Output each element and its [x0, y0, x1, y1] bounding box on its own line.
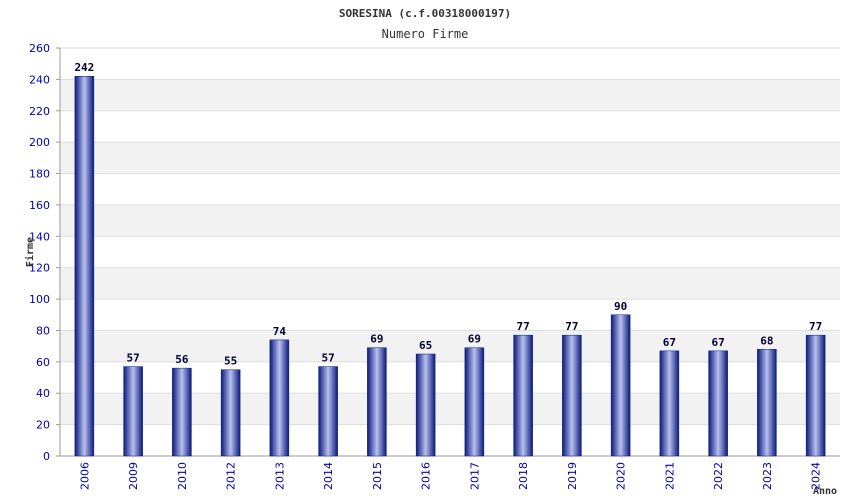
bars [74, 75, 826, 457]
x-tick-label: 2023 [761, 462, 774, 490]
x-tick-label: 2021 [663, 462, 676, 490]
grid-band [60, 79, 840, 111]
value-label: 69 [468, 333, 481, 346]
bar [220, 369, 241, 457]
x-axis-ticks: 2006 2009 2010 2012 2013 2014 2015 2016 2017 2018… [78, 462, 822, 490]
grid-band [60, 142, 840, 174]
bar [805, 334, 826, 457]
bar [659, 350, 680, 457]
y-tick-label: 0 [43, 450, 50, 463]
value-label: 65 [419, 339, 432, 352]
bar [74, 75, 95, 457]
value-label: 68 [760, 334, 773, 347]
x-tick-label: 2016 [420, 462, 433, 490]
value-label: 56 [175, 353, 189, 366]
value-label: 57 [127, 352, 140, 365]
y-tick-label: 40 [36, 387, 50, 400]
bar [708, 350, 728, 457]
y-tick-label: 100 [29, 293, 50, 306]
y-axis-ticks: 0 20 40 60 80 100 120 140 160 180 200 220 240 260 [29, 42, 60, 463]
x-tick-label: 2018 [517, 462, 530, 490]
x-tick-label: 2013 [273, 462, 286, 490]
bar [610, 314, 631, 457]
y-tick-label: 120 [29, 262, 50, 275]
y-tick-label: 140 [29, 230, 50, 243]
value-label: 67 [663, 336, 676, 349]
grid-band [60, 204, 840, 237]
y-tick-label: 260 [29, 42, 50, 55]
bar [367, 347, 387, 457]
x-tick-label: 2009 [127, 462, 140, 490]
x-tick-label: 2019 [566, 462, 579, 490]
bar [464, 347, 485, 457]
bar [415, 353, 436, 457]
y-tick-label: 220 [29, 105, 50, 118]
y-tick-label: 160 [29, 199, 50, 212]
x-axis-label: Anno [813, 486, 837, 497]
x-tick-label: 2015 [371, 462, 384, 490]
x-tick-label: 2012 [225, 462, 238, 490]
value-label: 67 [712, 336, 725, 349]
grid-band [60, 267, 840, 300]
bar [513, 334, 533, 457]
x-tick-label: 2022 [712, 462, 725, 490]
bar [123, 366, 143, 457]
x-tick-label: 2020 [615, 462, 628, 490]
x-tick-label: 2006 [78, 462, 91, 490]
grid-bands [60, 79, 840, 425]
value-label: 77 [809, 320, 822, 333]
bar [757, 349, 777, 457]
y-tick-label: 240 [29, 73, 50, 86]
x-tick-label: 2014 [322, 462, 335, 490]
chart-title: SORESINA (c.f.00318000197) [339, 7, 511, 20]
y-tick-label: 80 [36, 324, 50, 337]
value-label: 74 [273, 325, 287, 338]
bar [562, 334, 582, 457]
bar [269, 339, 290, 457]
x-tick-label: 2010 [176, 462, 189, 490]
value-label: 69 [370, 333, 383, 346]
value-label: 90 [614, 300, 627, 313]
value-labels: 242 57 56 55 74 57 69 65 69 77 77 90 67 67 68 77 [74, 61, 822, 367]
y-tick-label: 20 [36, 419, 50, 432]
y-tick-label: 180 [29, 168, 50, 181]
y-tick-label: 60 [36, 356, 50, 369]
y-axis-label: Firme [24, 237, 36, 267]
value-label: 57 [322, 352, 335, 365]
chart-subtitle: Numero Firme [382, 27, 469, 41]
y-tick-label: 200 [29, 136, 50, 149]
x-tick-label: 2017 [468, 462, 481, 490]
bar [318, 366, 338, 457]
x-tick-label: 2024 [810, 462, 823, 490]
value-label: 242 [74, 61, 94, 74]
bar [172, 367, 192, 457]
value-label: 77 [517, 320, 530, 333]
value-label: 55 [224, 355, 237, 368]
value-label: 77 [565, 320, 578, 333]
